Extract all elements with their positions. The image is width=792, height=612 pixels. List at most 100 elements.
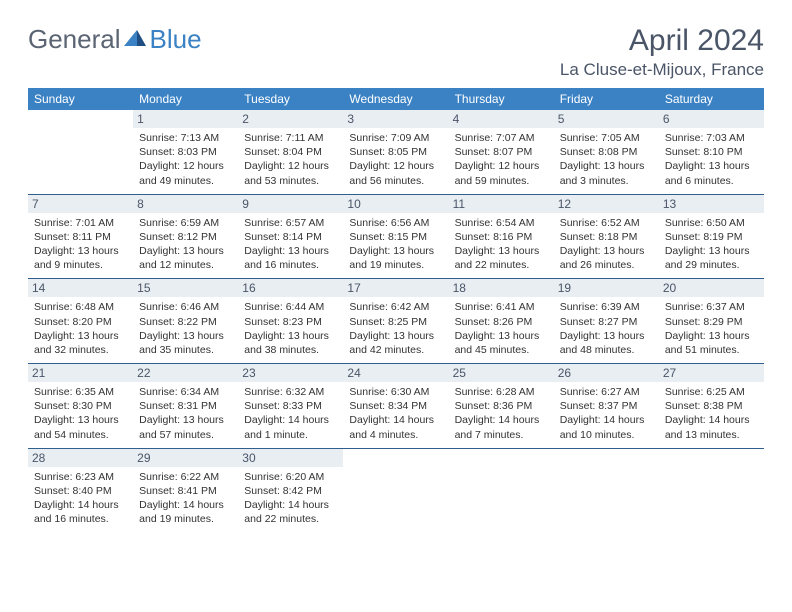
day-details: Sunrise: 6:48 AMSunset: 8:20 PMDaylight:… xyxy=(34,300,127,357)
day-cell: 10 Sunrise: 6:56 AMSunset: 8:15 PMDayligh… xyxy=(343,194,448,279)
day-number: 6 xyxy=(659,110,764,128)
brand-logo: General Blue xyxy=(28,24,202,55)
day-number: 8 xyxy=(133,195,238,213)
day-cell: 16 Sunrise: 6:44 AMSunset: 8:23 PMDayligh… xyxy=(238,279,343,364)
day-number: 28 xyxy=(28,449,133,467)
week-row: 28 Sunrise: 6:23 AMSunset: 8:40 PMDayligh… xyxy=(28,448,764,532)
day-details: Sunrise: 6:30 AMSunset: 8:34 PMDaylight:… xyxy=(349,385,442,442)
day-number: 7 xyxy=(28,195,133,213)
day-cell: 11 Sunrise: 6:54 AMSunset: 8:16 PMDayligh… xyxy=(449,194,554,279)
day-header: Wednesday xyxy=(343,88,448,110)
day-details: Sunrise: 6:39 AMSunset: 8:27 PMDaylight:… xyxy=(560,300,653,357)
day-details: Sunrise: 6:59 AMSunset: 8:12 PMDaylight:… xyxy=(139,216,232,273)
day-cell: 24 Sunrise: 6:30 AMSunset: 8:34 PMDayligh… xyxy=(343,364,448,449)
day-header: Friday xyxy=(554,88,659,110)
day-details: Sunrise: 7:07 AMSunset: 8:07 PMDaylight:… xyxy=(455,131,548,188)
day-cell: 27Sunrise: 6:25 AMSunset: 8:38 PMDayligh… xyxy=(659,364,764,449)
day-number: 16 xyxy=(238,279,343,297)
day-number: 9 xyxy=(238,195,343,213)
calendar-page: General Blue April 2024 La Cluse-et-Mijo… xyxy=(0,0,792,556)
day-details: Sunrise: 6:28 AMSunset: 8:36 PMDaylight:… xyxy=(455,385,548,442)
day-details: Sunrise: 7:05 AMSunset: 8:08 PMDaylight:… xyxy=(560,131,653,188)
day-number: 17 xyxy=(343,279,448,297)
day-cell: 21Sunrise: 6:35 AMSunset: 8:30 PMDayligh… xyxy=(28,364,133,449)
day-cell: 9 Sunrise: 6:57 AMSunset: 8:14 PMDaylight… xyxy=(238,194,343,279)
day-details: Sunrise: 6:32 AMSunset: 8:33 PMDaylight:… xyxy=(244,385,337,442)
day-number: 4 xyxy=(449,110,554,128)
page-header: General Blue April 2024 La Cluse-et-Mijo… xyxy=(28,24,764,80)
empty-cell xyxy=(28,110,133,194)
location-subtitle: La Cluse-et-Mijoux, France xyxy=(560,60,764,80)
day-details: Sunrise: 7:09 AMSunset: 8:05 PMDaylight:… xyxy=(349,131,442,188)
day-details: Sunrise: 6:41 AMSunset: 8:26 PMDaylight:… xyxy=(455,300,548,357)
day-cell: 15 Sunrise: 6:46 AMSunset: 8:22 PMDayligh… xyxy=(133,279,238,364)
day-number: 11 xyxy=(449,195,554,213)
day-cell: 22Sunrise: 6:34 AMSunset: 8:31 PMDayligh… xyxy=(133,364,238,449)
day-number: 14 xyxy=(28,279,133,297)
day-number: 19 xyxy=(554,279,659,297)
day-number: 3 xyxy=(343,110,448,128)
day-number: 25 xyxy=(449,364,554,382)
day-header: Tuesday xyxy=(238,88,343,110)
day-number: 27 xyxy=(659,364,764,382)
day-details: Sunrise: 7:13 AMSunset: 8:03 PMDaylight:… xyxy=(139,131,232,188)
day-details: Sunrise: 6:57 AMSunset: 8:14 PMDaylight:… xyxy=(244,216,337,273)
empty-cell xyxy=(343,448,448,532)
day-cell: 4 Sunrise: 7:07 AMSunset: 8:07 PMDaylight… xyxy=(449,110,554,194)
day-number: 24 xyxy=(343,364,448,382)
day-cell: 25 Sunrise: 6:28 AMSunset: 8:36 PMDayligh… xyxy=(449,364,554,449)
week-row: 7 Sunrise: 7:01 AMSunset: 8:11 PMDaylight… xyxy=(28,194,764,279)
day-cell: 12 Sunrise: 6:52 AMSunset: 8:18 PMDayligh… xyxy=(554,194,659,279)
day-details: Sunrise: 6:44 AMSunset: 8:23 PMDaylight:… xyxy=(244,300,337,357)
empty-cell xyxy=(449,448,554,532)
day-details: Sunrise: 6:54 AMSunset: 8:16 PMDaylight:… xyxy=(455,216,548,273)
day-number: 13 xyxy=(659,195,764,213)
title-block: April 2024 La Cluse-et-Mijoux, France xyxy=(560,24,764,80)
day-number: 5 xyxy=(554,110,659,128)
day-number: 15 xyxy=(133,279,238,297)
day-cell: 8 Sunrise: 6:59 AMSunset: 8:12 PMDaylight… xyxy=(133,194,238,279)
empty-cell xyxy=(554,448,659,532)
month-title: April 2024 xyxy=(560,24,764,58)
brand-part2: Blue xyxy=(150,24,202,55)
day-details: Sunrise: 6:42 AMSunset: 8:25 PMDaylight:… xyxy=(349,300,442,357)
day-cell: 14 Sunrise: 6:48 AMSunset: 8:20 PMDayligh… xyxy=(28,279,133,364)
day-cell: 5 Sunrise: 7:05 AMSunset: 8:08 PMDaylight… xyxy=(554,110,659,194)
day-details: Sunrise: 6:23 AMSunset: 8:40 PMDaylight:… xyxy=(34,470,127,527)
brand-part1: General xyxy=(28,24,121,55)
day-number: 30 xyxy=(238,449,343,467)
day-details: Sunrise: 6:52 AMSunset: 8:18 PMDaylight:… xyxy=(560,216,653,273)
day-details: Sunrise: 6:20 AMSunset: 8:42 PMDaylight:… xyxy=(244,470,337,527)
day-details: Sunrise: 6:34 AMSunset: 8:31 PMDaylight:… xyxy=(139,385,232,442)
week-row: 1Sunrise: 7:13 AMSunset: 8:03 PMDaylight… xyxy=(28,110,764,194)
day-number: 2 xyxy=(238,110,343,128)
day-details: Sunrise: 7:01 AMSunset: 8:11 PMDaylight:… xyxy=(34,216,127,273)
calendar-head: SundayMondayTuesdayWednesdayThursdayFrid… xyxy=(28,88,764,110)
day-details: Sunrise: 6:56 AMSunset: 8:15 PMDaylight:… xyxy=(349,216,442,273)
day-cell: 7 Sunrise: 7:01 AMSunset: 8:11 PMDaylight… xyxy=(28,194,133,279)
calendar-body: 1Sunrise: 7:13 AMSunset: 8:03 PMDaylight… xyxy=(28,110,764,532)
day-number: 29 xyxy=(133,449,238,467)
day-cell: 26 Sunrise: 6:27 AMSunset: 8:37 PMDayligh… xyxy=(554,364,659,449)
day-cell: 30 Sunrise: 6:20 AMSunset: 8:42 PMDayligh… xyxy=(238,448,343,532)
day-details: Sunrise: 6:46 AMSunset: 8:22 PMDaylight:… xyxy=(139,300,232,357)
day-cell: 1Sunrise: 7:13 AMSunset: 8:03 PMDaylight… xyxy=(133,110,238,194)
day-number: 18 xyxy=(449,279,554,297)
day-details: Sunrise: 6:37 AMSunset: 8:29 PMDaylight:… xyxy=(665,300,758,357)
day-header: Saturday xyxy=(659,88,764,110)
day-number: 23 xyxy=(238,364,343,382)
day-number: 10 xyxy=(343,195,448,213)
day-header: Monday xyxy=(133,88,238,110)
day-details: Sunrise: 7:11 AMSunset: 8:04 PMDaylight:… xyxy=(244,131,337,188)
day-cell: 13Sunrise: 6:50 AMSunset: 8:19 PMDayligh… xyxy=(659,194,764,279)
day-cell: 2 Sunrise: 7:11 AMSunset: 8:04 PMDaylight… xyxy=(238,110,343,194)
day-cell: 29Sunrise: 6:22 AMSunset: 8:41 PMDayligh… xyxy=(133,448,238,532)
triangle-icon xyxy=(124,24,146,55)
day-details: Sunrise: 7:03 AMSunset: 8:10 PMDaylight:… xyxy=(665,131,758,188)
day-number: 26 xyxy=(554,364,659,382)
day-number: 21 xyxy=(28,364,133,382)
day-header: Sunday xyxy=(28,88,133,110)
day-details: Sunrise: 6:27 AMSunset: 8:37 PMDaylight:… xyxy=(560,385,653,442)
day-cell: 28 Sunrise: 6:23 AMSunset: 8:40 PMDayligh… xyxy=(28,448,133,532)
day-number: 12 xyxy=(554,195,659,213)
